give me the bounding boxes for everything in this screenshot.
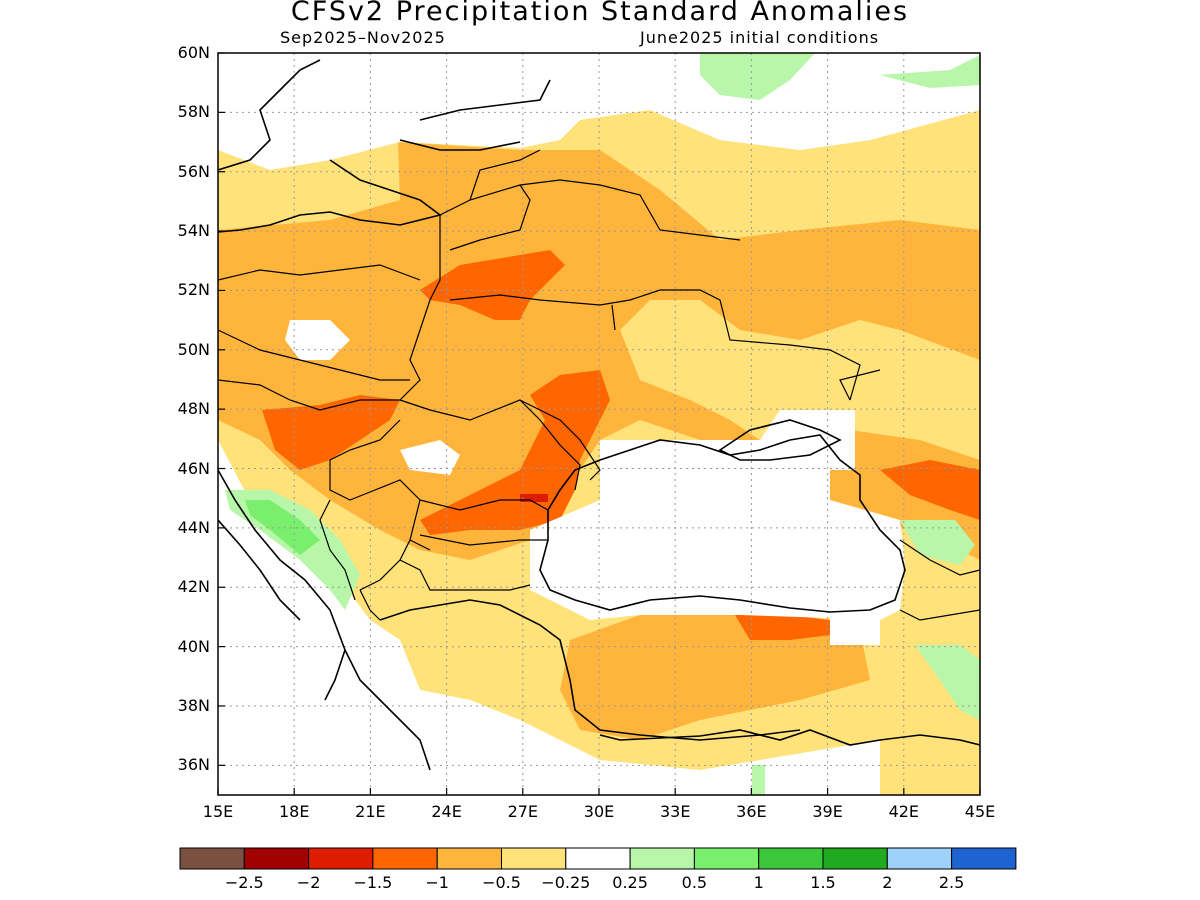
longitude-label: 24E (431, 802, 462, 821)
anomaly-region-green-northeast (880, 55, 980, 88)
anomaly-region-dark-orange-southeast (420, 370, 610, 535)
colorbar-label: −1 (425, 873, 449, 892)
national-borders (218, 149, 980, 621)
latitude-label: 40N (177, 636, 210, 656)
latitude-label: 58N (177, 102, 210, 122)
coastlines-borders (218, 59, 980, 771)
latitude-label: 54N (177, 221, 210, 241)
colorbar-label: 2 (882, 873, 893, 892)
anomaly-region-green-adriatic-core (245, 500, 320, 555)
colorbar-swatch (951, 847, 1017, 870)
anomaly-region-green-north (700, 53, 815, 100)
colorbar-swatch (886, 847, 953, 870)
colorbar-swatch (693, 847, 760, 870)
longitude-label: 30E (583, 802, 615, 821)
colorbar-swatch (629, 847, 695, 870)
initial-conditions: June2025 initial conditions (640, 28, 880, 47)
colorbar-label: −0.25 (541, 873, 591, 892)
latitude-label: 42N (177, 577, 210, 597)
anomaly-field (218, 53, 980, 795)
anomaly-region-green-caucasus (900, 520, 975, 565)
colorbar-label: 0.25 (612, 873, 648, 892)
longitude-label: 45E (964, 802, 996, 821)
colorbar-label: −2.5 (224, 873, 264, 892)
adriatic-coastline (218, 469, 346, 701)
baltic-coastline (218, 59, 442, 233)
colorbar-label: 1.5 (810, 873, 836, 892)
colorbar-swatch (565, 847, 631, 870)
latitude-label: 52N (177, 280, 210, 300)
longitude-label: 42E (888, 802, 920, 821)
latitude-label: 50N (177, 339, 210, 359)
colorbar (179, 847, 1017, 870)
latitude-label: 46N (177, 458, 210, 478)
colorbar-swatch (179, 847, 245, 870)
colorbar-label: −0.5 (482, 873, 521, 892)
latitude-label: 60N (177, 43, 210, 62)
anomaly-region-dark-orange-north (420, 250, 565, 320)
colorbar-label: 0.5 (681, 873, 708, 892)
colorbar-label: 2.5 (938, 873, 965, 892)
longitude-label: 33E (659, 802, 691, 821)
latitude-label: 48N (177, 399, 210, 419)
map-title: CFSv2 Precipitation Standard Anomalies (290, 0, 910, 27)
anomaly-region-green-southeast (915, 645, 980, 720)
longitude-label: 18E (278, 802, 310, 821)
aegean-coastline (344, 599, 801, 771)
latitude-label: 56N (177, 161, 210, 181)
anomaly-region-neutral-hungary (400, 440, 460, 475)
colorbar-swatch (436, 847, 503, 870)
axis-ticks (217, 52, 981, 795)
longitude-label: 39E (812, 802, 843, 821)
colorbar-swatch (758, 847, 824, 870)
forecast-period: Sep2025–Nov2025 (280, 28, 446, 47)
azov-sea-coastline (718, 419, 842, 461)
black-sea-coastline (539, 434, 906, 613)
colorbar-label: −1.5 (353, 873, 393, 892)
latitude-label: 36N (177, 755, 210, 775)
anomaly-region-dark-orange-center (262, 395, 400, 470)
latitude-label: 44N (177, 517, 210, 537)
anomaly-region-dark-orange-turkey (735, 615, 830, 640)
colorbar-swatch (501, 847, 567, 870)
anomaly-region-red (520, 494, 548, 502)
longitude-label: 27E (507, 802, 539, 821)
anomaly-region-neutral-baltic-sea (218, 53, 560, 170)
anomaly-region-dark-orange-caucasus (880, 460, 980, 520)
colorbar-label: −2 (296, 873, 321, 892)
colorbar-swatch (243, 847, 310, 870)
latitude-label: 38N (177, 695, 210, 715)
colorbar-swatch (308, 847, 374, 870)
gridlines (218, 53, 980, 795)
anomaly-region-green-south (752, 765, 765, 795)
longitude-label: 21E (355, 802, 386, 821)
longitude-label: 15E (202, 802, 234, 821)
colorbar-label: 1 (753, 873, 764, 892)
longitude-label: 36E (736, 802, 767, 821)
colorbar-swatch (822, 847, 888, 870)
gulf-of-finland-coastline (399, 79, 551, 151)
anomaly-region-orange-south (560, 610, 870, 740)
colorbar-swatch (372, 847, 438, 870)
turkey-south-coastline (599, 729, 980, 746)
